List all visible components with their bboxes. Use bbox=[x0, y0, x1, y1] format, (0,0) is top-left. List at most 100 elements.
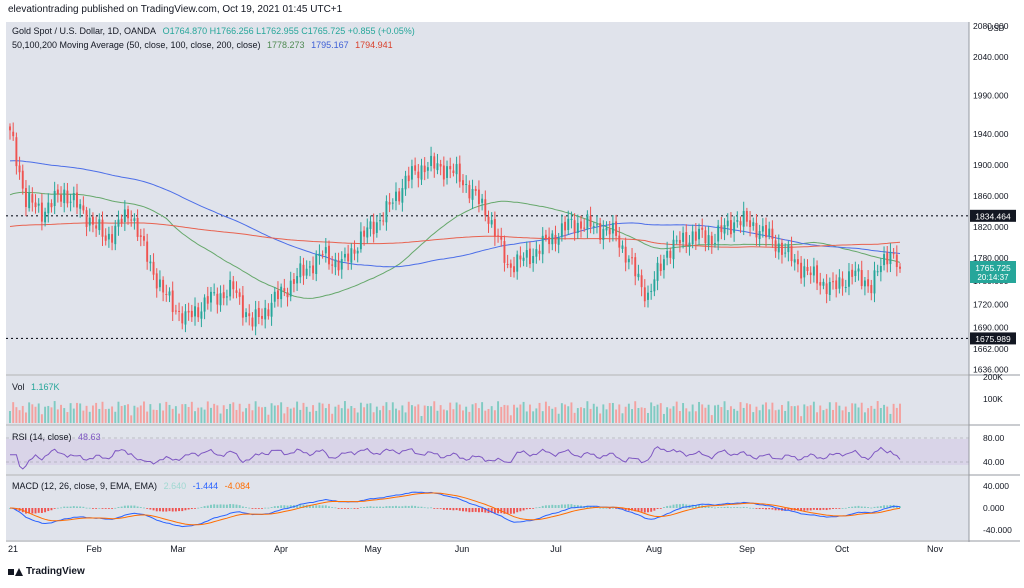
volume-bar-63 bbox=[210, 407, 212, 423]
macd-hist-135 bbox=[439, 508, 442, 509]
candle-body-87 bbox=[286, 292, 289, 298]
rsi-label[interactable]: RSI (14, close) bbox=[12, 432, 72, 442]
candle-body-251 bbox=[809, 272, 812, 276]
volume-bar-191 bbox=[618, 404, 621, 423]
macd-label[interactable]: MACD (12, 26, close, 9, EMA, EMA) bbox=[12, 481, 158, 491]
volume-bar-119 bbox=[388, 410, 391, 423]
candle-body-64 bbox=[213, 292, 216, 294]
macd-hist-241 bbox=[777, 508, 780, 511]
macd-hist-127 bbox=[414, 505, 417, 508]
volume-bar-278 bbox=[895, 407, 898, 423]
macd-hist-55 bbox=[184, 508, 187, 511]
macd-hist-10 bbox=[40, 508, 43, 513]
candle-body-118 bbox=[385, 201, 388, 223]
macd-hist-216 bbox=[698, 505, 700, 508]
volume-bar-141 bbox=[458, 404, 461, 423]
x-tick-3: Apr bbox=[274, 544, 288, 554]
volume-bar-160 bbox=[519, 404, 522, 423]
macd-hist-269 bbox=[867, 507, 870, 508]
macd-hist-181 bbox=[586, 505, 589, 508]
candle-body-185 bbox=[599, 223, 602, 240]
volume-bar-43 bbox=[146, 411, 149, 423]
volume-bar-248 bbox=[800, 416, 803, 423]
volume-bar-116 bbox=[379, 410, 381, 423]
volume-bar-204 bbox=[659, 403, 662, 423]
candle-body-158 bbox=[513, 266, 515, 273]
candle-body-234 bbox=[755, 222, 758, 238]
candle-body-253 bbox=[816, 265, 819, 284]
candle-body-140 bbox=[455, 164, 458, 175]
price-tick-4: 1900.000 bbox=[973, 160, 1009, 170]
volume-bar-65 bbox=[216, 405, 219, 423]
volume-bar-131 bbox=[426, 406, 429, 423]
candle-body-119 bbox=[388, 202, 391, 205]
macd-hist-175 bbox=[567, 504, 570, 508]
candle-body-193 bbox=[624, 246, 627, 263]
volume-bar-223 bbox=[720, 407, 723, 423]
macd-hist-27 bbox=[95, 508, 98, 509]
volume-bar-235 bbox=[758, 410, 761, 423]
macd-hist-111 bbox=[363, 506, 366, 508]
ma-label[interactable]: 50,100,200 Moving Average (50, close, 10… bbox=[12, 40, 261, 50]
candle-body-269 bbox=[867, 279, 870, 287]
volume-bar-193 bbox=[624, 406, 627, 423]
volume-bar-110 bbox=[359, 402, 362, 423]
volume-bar-92 bbox=[302, 402, 305, 423]
macd-hist-129 bbox=[420, 506, 423, 508]
macd-hist-13 bbox=[50, 508, 53, 511]
macd-hist-37 bbox=[127, 505, 129, 508]
candle-body-240 bbox=[774, 240, 777, 252]
volume-bar-254 bbox=[819, 405, 822, 423]
vol-label[interactable]: Vol bbox=[12, 382, 25, 392]
candle-body-148 bbox=[481, 198, 484, 203]
volume-bar-180 bbox=[583, 408, 586, 423]
volume-bar-132 bbox=[430, 406, 433, 423]
candle-body-279 bbox=[899, 266, 901, 269]
volume-bar-128 bbox=[417, 404, 420, 423]
macd-hist-123 bbox=[401, 506, 404, 508]
volume-bar-181 bbox=[586, 401, 589, 423]
macd-hist-30 bbox=[104, 508, 107, 509]
volume-bar-97 bbox=[318, 402, 321, 423]
price-tick-3: 1940.000 bbox=[973, 129, 1009, 139]
macd-hist-92 bbox=[302, 504, 305, 508]
candle-body-202 bbox=[653, 279, 656, 292]
macd-hist-136 bbox=[442, 508, 445, 510]
volume-bar-273 bbox=[879, 408, 882, 423]
macd-hist-222 bbox=[717, 507, 720, 508]
volume-bar-51 bbox=[171, 408, 174, 423]
candle-body-262 bbox=[844, 287, 847, 289]
macd-hist-133 bbox=[433, 508, 436, 509]
volume-bar-34 bbox=[117, 401, 120, 423]
candle-body-157 bbox=[509, 263, 512, 268]
candle-body-129 bbox=[420, 165, 423, 180]
candle-body-85 bbox=[280, 286, 283, 300]
candle-body-180 bbox=[583, 227, 586, 229]
candle-body-56 bbox=[187, 310, 190, 313]
candle-body-223 bbox=[720, 225, 723, 233]
macd-hist-44 bbox=[149, 508, 152, 510]
macd-hist-272 bbox=[876, 506, 879, 508]
volume-bar-94 bbox=[308, 411, 311, 423]
candle-body-59 bbox=[197, 307, 200, 318]
macd-hist-57 bbox=[190, 508, 193, 510]
volume-bar-138 bbox=[449, 402, 452, 423]
macd-hist-137 bbox=[446, 508, 448, 510]
macd-hist-16 bbox=[60, 507, 62, 509]
candle-body-228 bbox=[736, 220, 739, 222]
macd-hist-76 bbox=[251, 508, 254, 509]
price-pane[interactable] bbox=[6, 22, 969, 374]
macd-hist-84 bbox=[277, 505, 279, 508]
volume-bar-194 bbox=[627, 403, 630, 423]
candle-body-10 bbox=[40, 202, 43, 222]
macd-hist-233 bbox=[752, 507, 755, 509]
ma200-value: 1794.941 bbox=[355, 40, 393, 50]
tradingview-brand[interactable]: TradingView bbox=[8, 566, 85, 577]
volume-bar-64 bbox=[213, 403, 216, 423]
volume-bar-134 bbox=[436, 410, 439, 423]
candle-body-169 bbox=[548, 236, 551, 245]
candle-body-32 bbox=[111, 234, 114, 243]
symbol-title[interactable]: Gold Spot / U.S. Dollar, 1D, OANDA bbox=[12, 26, 157, 36]
candle-body-3 bbox=[18, 165, 21, 173]
